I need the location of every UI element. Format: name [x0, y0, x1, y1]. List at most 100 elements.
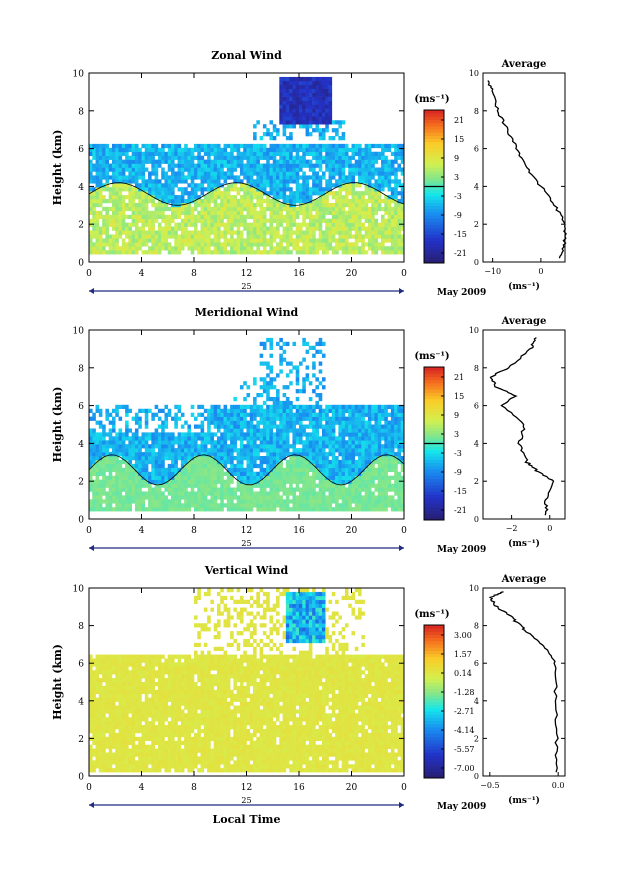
heatmap-cell — [177, 456, 182, 461]
heatmap-cell — [390, 210, 395, 216]
heatmap-cell — [341, 495, 346, 500]
y-tick-label: 4 — [78, 183, 84, 193]
heatmap-cell — [400, 151, 405, 156]
heatmap-cell — [92, 499, 96, 504]
heatmap-cell — [361, 222, 365, 227]
heatmap-cell — [279, 420, 283, 425]
heatmap-cell — [233, 199, 237, 204]
heatmap-cell — [141, 214, 146, 219]
heatmap-cell — [151, 432, 155, 437]
heatmap-cell — [115, 246, 119, 251]
heatmap-cell — [292, 412, 297, 417]
heatmap-cell — [233, 195, 237, 200]
heatmap-cell — [285, 183, 290, 188]
heatmap-cell — [180, 195, 185, 200]
heatmap-cell — [285, 385, 290, 390]
colorbar-segment — [424, 227, 444, 232]
heatmap-cell — [249, 214, 254, 219]
heatmap-cell — [348, 408, 352, 413]
heatmap-cell — [394, 214, 398, 219]
heatmap-cell — [338, 448, 342, 453]
heatmap-cell — [318, 234, 323, 239]
heatmap-cell — [171, 143, 175, 149]
heatmap-cell — [167, 163, 172, 168]
heatmap-cell — [223, 195, 228, 200]
heatmap-cell — [400, 187, 405, 192]
heatmap-cell — [285, 108, 290, 113]
heatmap-cell — [220, 463, 224, 469]
heatmap-cell — [295, 214, 300, 219]
heatmap-cell — [171, 171, 175, 176]
heatmap-cell — [364, 420, 369, 425]
heatmap-cell — [328, 507, 333, 512]
heatmap-cell — [236, 187, 241, 192]
heatmap-cell — [102, 475, 106, 480]
heatmap-cell — [344, 444, 349, 449]
heatmap-cell — [269, 365, 274, 370]
heatmap-cell — [299, 183, 303, 188]
heatmap-cell — [207, 210, 211, 216]
heatmap-cell — [282, 80, 287, 86]
heatmap-cell — [243, 199, 247, 204]
heatmap-cell — [128, 428, 132, 433]
heatmap-cell — [302, 210, 306, 216]
heatmap-cell — [262, 432, 267, 437]
heatmap-cell — [262, 424, 267, 429]
heatmap-cell — [207, 214, 211, 219]
heatmap-cell — [321, 202, 326, 208]
heatmap-cell — [282, 436, 287, 441]
heatmap-cell — [325, 179, 329, 184]
heatmap-cell — [377, 479, 382, 484]
heatmap-cell — [167, 195, 172, 200]
heatmap-cell — [249, 167, 254, 172]
heatmap-cell — [174, 456, 178, 461]
heatmap-cell — [249, 420, 254, 425]
colorbar-segment — [424, 170, 444, 175]
heatmap-cell — [111, 463, 116, 469]
heatmap-cell — [381, 175, 385, 180]
heatmap-cell — [111, 171, 116, 176]
heatmap-cell — [125, 222, 129, 227]
x-tick-label: 20 — [346, 269, 358, 279]
heatmap-cell — [338, 195, 342, 200]
heatmap-cell — [367, 246, 372, 251]
heatmap-cell — [154, 230, 159, 235]
heatmap-cell — [321, 503, 326, 508]
heatmap-cell — [243, 147, 247, 153]
heatmap-cell — [292, 214, 297, 219]
heatmap-cell — [249, 491, 254, 496]
heatmap-cell — [272, 436, 277, 441]
heatmap-cell — [361, 167, 365, 172]
heatmap-cell — [246, 444, 251, 449]
heatmap-cell — [200, 491, 205, 496]
heatmap-cell — [289, 250, 293, 255]
heatmap-cell — [397, 238, 402, 243]
heatmap-cell — [134, 167, 139, 172]
heatmap-cell — [92, 495, 96, 500]
heatmap-cell — [335, 147, 339, 153]
heatmap-cell — [312, 100, 316, 105]
heatmap-cell — [213, 463, 218, 469]
heatmap-cell — [354, 242, 359, 247]
heatmap-cell — [190, 171, 195, 176]
heatmap-cell — [259, 242, 264, 247]
heatmap-cell — [272, 479, 277, 484]
heatmap-cell — [289, 408, 293, 413]
heatmap-cell — [203, 456, 208, 461]
heatmap-cell — [200, 487, 205, 492]
heatmap-cell — [361, 171, 365, 176]
heatmap-cell — [111, 440, 116, 445]
heatmap-cell — [256, 412, 260, 417]
heatmap-cell — [295, 179, 300, 184]
heatmap-cell — [325, 475, 329, 480]
heatmap-cell — [292, 503, 297, 508]
heatmap-cell — [226, 420, 231, 425]
heatmap-cell — [157, 151, 162, 156]
heatmap-cell — [177, 475, 182, 480]
heatmap-cell — [338, 507, 342, 512]
heatmap-cell — [243, 507, 247, 512]
heatmap-cell — [341, 230, 346, 235]
heatmap-cell — [305, 191, 310, 196]
heatmap-cell — [134, 471, 139, 476]
